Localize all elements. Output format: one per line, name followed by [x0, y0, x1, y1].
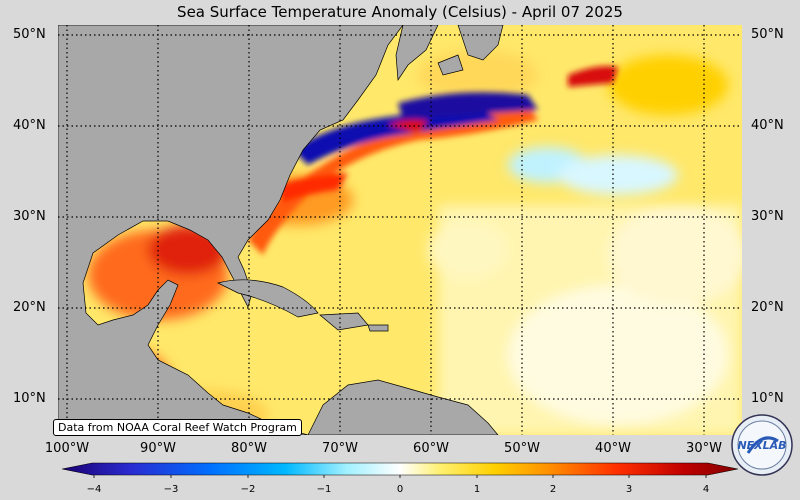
- lat-label-left-40: 40°N: [13, 118, 46, 133]
- colorbar-tick-neg1: −1: [316, 484, 332, 495]
- colorbar-tick-2: 2: [549, 484, 557, 495]
- lat-label-right-10: 10°N: [751, 391, 784, 406]
- lat-label-left-20: 20°N: [13, 300, 46, 315]
- nexlab-logo: NEXLAB: [731, 414, 793, 476]
- lon-label-60w: 60°W: [413, 441, 449, 456]
- lon-label-30w: 30°W: [686, 441, 722, 456]
- colorbar-strip: [62, 462, 738, 476]
- lon-label-50w: 50°W: [504, 441, 540, 456]
- lat-label-left-30: 30°N: [13, 209, 46, 224]
- colorbar-tick-3: 3: [625, 484, 633, 495]
- map-title: Sea Surface Temperature Anomaly (Celsius…: [177, 3, 623, 21]
- lat-label-right-20: 20°N: [751, 300, 784, 315]
- lat-label-right-40: 40°N: [751, 118, 784, 133]
- colorbar-tick-neg4: −4: [86, 484, 102, 495]
- colorbar-tick-neg3: −3: [163, 484, 179, 495]
- colorbar: [62, 462, 738, 478]
- lat-label-right-30: 30°N: [751, 209, 784, 224]
- colorbar-tick-0: 0: [396, 484, 404, 495]
- lon-label-100w: 100°W: [44, 441, 90, 456]
- lat-label-left-50: 50°N: [13, 27, 46, 42]
- graticule: [58, 25, 742, 435]
- lat-label-right-50: 50°N: [751, 27, 784, 42]
- svg-text:NEXLAB: NEXLAB: [737, 439, 786, 452]
- lon-label-90w: 90°W: [140, 441, 176, 456]
- sst-anomaly-map: [58, 25, 742, 435]
- colorbar-tick-1: 1: [473, 484, 481, 495]
- colorbar-tick-neg2: −2: [240, 484, 256, 495]
- data-credit-box: Data from NOAA Coral Reef Watch Program: [53, 419, 302, 436]
- lon-label-70w: 70°W: [322, 441, 358, 456]
- gulf-stream-band: [248, 66, 618, 255]
- lon-label-40w: 40°W: [595, 441, 631, 456]
- colorbar-tick-4: 4: [702, 484, 710, 495]
- colorbar-tick-marks: [93, 475, 707, 478]
- lat-label-left-10: 10°N: [13, 391, 46, 406]
- lon-label-80w: 80°W: [231, 441, 267, 456]
